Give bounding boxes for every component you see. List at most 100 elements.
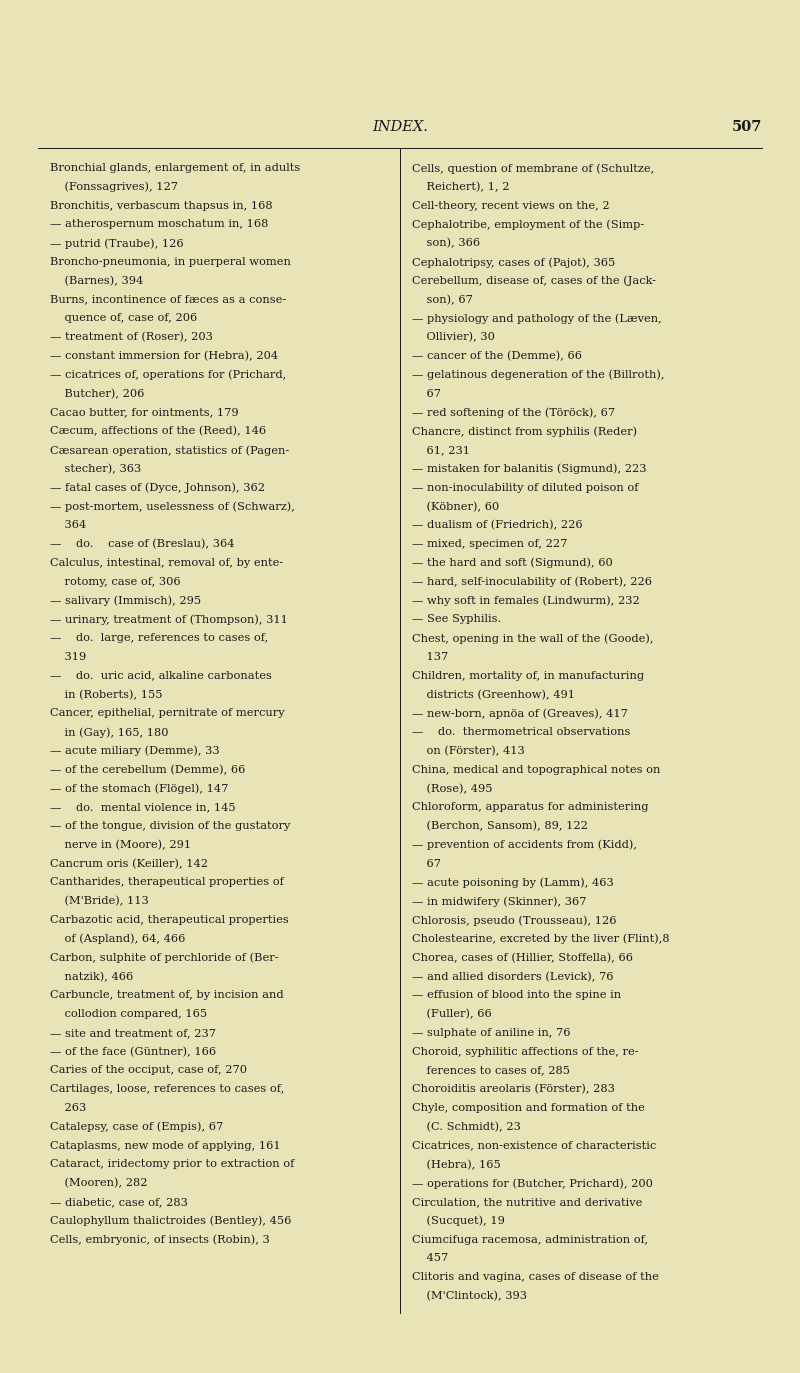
Text: stecher), 363: stecher), 363: [50, 464, 142, 474]
Text: — and allied disorders (Levick), 76: — and allied disorders (Levick), 76: [412, 972, 614, 982]
Text: — effusion of blood into the spine in: — effusion of blood into the spine in: [412, 990, 621, 1000]
Text: — putrid (Traube), 126: — putrid (Traube), 126: [50, 238, 184, 249]
Text: in (Gay), 165, 180: in (Gay), 165, 180: [50, 726, 169, 737]
Text: (Mooren), 282: (Mooren), 282: [50, 1178, 147, 1189]
Text: 61, 231: 61, 231: [412, 445, 470, 454]
Text: Cæsarean operation, statistics of (Pagen-: Cæsarean operation, statistics of (Pagen…: [50, 445, 290, 456]
Text: districts (Greenhow), 491: districts (Greenhow), 491: [412, 689, 575, 700]
Text: — site and treatment of, 237: — site and treatment of, 237: [50, 1028, 216, 1038]
Text: — hard, self-inoculability of (Robert), 226: — hard, self-inoculability of (Robert), …: [412, 577, 652, 588]
Text: Cantharides, therapeutical properties of: Cantharides, therapeutical properties of: [50, 877, 284, 887]
Text: — operations for (Butcher, Prichard), 200: — operations for (Butcher, Prichard), 20…: [412, 1178, 653, 1189]
Text: —    do.  mental violence in, 145: — do. mental violence in, 145: [50, 802, 236, 813]
Text: ferences to cases of, 285: ferences to cases of, 285: [412, 1065, 570, 1075]
Text: Chest, opening in the wall of the (Goode),: Chest, opening in the wall of the (Goode…: [412, 633, 654, 644]
Text: — new-born, apnöa of (Greaves), 417: — new-born, apnöa of (Greaves), 417: [412, 708, 628, 718]
Text: Cells, question of membrane of (Schultze,: Cells, question of membrane of (Schultze…: [412, 163, 654, 173]
Text: — of the face (Güntner), 166: — of the face (Güntner), 166: [50, 1046, 216, 1057]
Text: — in midwifery (Skinner), 367: — in midwifery (Skinner), 367: [412, 897, 586, 906]
Text: (Barnes), 394: (Barnes), 394: [50, 276, 143, 286]
Text: — cicatrices of, operations for (Prichard,: — cicatrices of, operations for (Prichar…: [50, 369, 286, 380]
Text: — why soft in females (Lindwurm), 232: — why soft in females (Lindwurm), 232: [412, 596, 640, 605]
Text: 319: 319: [50, 652, 86, 662]
Text: — mixed, specimen of, 227: — mixed, specimen of, 227: [412, 540, 567, 549]
Text: Cartilages, loose, references to cases of,: Cartilages, loose, references to cases o…: [50, 1085, 284, 1094]
Text: rotomy, case of, 306: rotomy, case of, 306: [50, 577, 181, 586]
Text: Reichert), 1, 2: Reichert), 1, 2: [412, 181, 510, 192]
Text: Chlorosis, pseudo (Trousseau), 126: Chlorosis, pseudo (Trousseau), 126: [412, 914, 617, 925]
Text: — post-mortem, uselessness of (Schwarz),: — post-mortem, uselessness of (Schwarz),: [50, 501, 295, 512]
Text: Cataract, iridectomy prior to extraction of: Cataract, iridectomy prior to extraction…: [50, 1159, 294, 1170]
Text: son), 366: son), 366: [412, 238, 480, 249]
Text: — prevention of accidents from (Kidd),: — prevention of accidents from (Kidd),: [412, 840, 637, 850]
Text: Carbazotic acid, therapeutical properties: Carbazotic acid, therapeutical propertie…: [50, 914, 289, 925]
Text: — physiology and pathology of the (Læven,: — physiology and pathology of the (Læven…: [412, 313, 662, 324]
Text: Cicatrices, non-existence of characteristic: Cicatrices, non-existence of characteris…: [412, 1141, 656, 1151]
Text: Broncho-pneumonia, in puerperal women: Broncho-pneumonia, in puerperal women: [50, 257, 291, 266]
Text: —    do.    case of (Breslau), 364: — do. case of (Breslau), 364: [50, 540, 234, 549]
Text: — salivary (Immisch), 295: — salivary (Immisch), 295: [50, 596, 201, 605]
Text: Cataplasms, new mode of applying, 161: Cataplasms, new mode of applying, 161: [50, 1141, 281, 1151]
Text: Catalepsy, case of (Empis), 67: Catalepsy, case of (Empis), 67: [50, 1122, 223, 1133]
Text: (Rose), 495: (Rose), 495: [412, 784, 493, 794]
Text: —    do.  large, references to cases of,: — do. large, references to cases of,: [50, 633, 268, 643]
Text: Burns, incontinence of fæces as a conse-: Burns, incontinence of fæces as a conse-: [50, 295, 286, 305]
Text: Cells, embryonic, of insects (Robin), 3: Cells, embryonic, of insects (Robin), 3: [50, 1234, 270, 1245]
Text: Calculus, intestinal, removal of, by ente-: Calculus, intestinal, removal of, by ent…: [50, 557, 283, 568]
Text: Chorea, cases of (Hillier, Stoffella), 66: Chorea, cases of (Hillier, Stoffella), 6…: [412, 953, 633, 962]
Text: Bronchitis, verbascum thapsus in, 168: Bronchitis, verbascum thapsus in, 168: [50, 200, 273, 210]
Text: 364: 364: [50, 520, 86, 530]
Text: on (Förster), 413: on (Förster), 413: [412, 746, 525, 757]
Text: — non-inoculability of diluted poison of: — non-inoculability of diluted poison of: [412, 482, 638, 493]
Text: in (Roberts), 155: in (Roberts), 155: [50, 689, 162, 700]
Text: — mistaken for balanitis (Sigmund), 223: — mistaken for balanitis (Sigmund), 223: [412, 464, 646, 474]
Text: — acute poisoning by (Lamm), 463: — acute poisoning by (Lamm), 463: [412, 877, 614, 888]
Text: 263: 263: [50, 1103, 86, 1114]
Text: — treatment of (Roser), 203: — treatment of (Roser), 203: [50, 332, 213, 342]
Text: — red softening of the (Töröck), 67: — red softening of the (Töröck), 67: [412, 408, 615, 417]
Text: Bronchial glands, enlargement of, in adults: Bronchial glands, enlargement of, in adu…: [50, 163, 300, 173]
Text: Cephalotripsy, cases of (Pajot), 365: Cephalotripsy, cases of (Pajot), 365: [412, 257, 615, 268]
Text: Choroid, syphilitic affections of the, re-: Choroid, syphilitic affections of the, r…: [412, 1046, 638, 1057]
Text: Chloroform, apparatus for administering: Chloroform, apparatus for administering: [412, 802, 649, 813]
Text: — the hard and soft (Sigmund), 60: — the hard and soft (Sigmund), 60: [412, 557, 613, 568]
Text: — fatal cases of (Dyce, Johnson), 362: — fatal cases of (Dyce, Johnson), 362: [50, 482, 265, 493]
Text: of (Aspland), 64, 466: of (Aspland), 64, 466: [50, 934, 186, 945]
Text: 137: 137: [412, 652, 448, 662]
Text: — acute miliary (Demme), 33: — acute miliary (Demme), 33: [50, 746, 220, 757]
Text: (Hebra), 165: (Hebra), 165: [412, 1159, 501, 1170]
Text: 507: 507: [732, 119, 762, 135]
Text: Carbuncle, treatment of, by incision and: Carbuncle, treatment of, by incision and: [50, 990, 284, 1000]
Text: — dualism of (Friedrich), 226: — dualism of (Friedrich), 226: [412, 520, 582, 530]
Text: Ciumcifuga racemosa, administration of,: Ciumcifuga racemosa, administration of,: [412, 1234, 648, 1244]
Text: 67: 67: [412, 858, 441, 869]
Text: — diabetic, case of, 283: — diabetic, case of, 283: [50, 1197, 188, 1207]
Text: Chancre, distinct from syphilis (Reder): Chancre, distinct from syphilis (Reder): [412, 426, 637, 437]
Text: Carbon, sulphite of perchloride of (Ber-: Carbon, sulphite of perchloride of (Ber-: [50, 953, 278, 964]
Text: 457: 457: [412, 1254, 448, 1263]
Text: (Berchon, Sansom), 89, 122: (Berchon, Sansom), 89, 122: [412, 821, 588, 831]
Text: — of the stomach (Flögel), 147: — of the stomach (Flögel), 147: [50, 784, 228, 794]
Text: son), 67: son), 67: [412, 295, 473, 305]
Text: Cephalotribe, employment of the (Simp-: Cephalotribe, employment of the (Simp-: [412, 220, 644, 229]
Text: natzik), 466: natzik), 466: [50, 972, 134, 982]
Text: Chyle, composition and formation of the: Chyle, composition and formation of the: [412, 1103, 645, 1114]
Text: collodion compared, 165: collodion compared, 165: [50, 1009, 207, 1019]
Text: —    do.  thermometrical observations: — do. thermometrical observations: [412, 726, 630, 737]
Text: (Fuller), 66: (Fuller), 66: [412, 1009, 492, 1019]
Text: — atherospernum moschatum in, 168: — atherospernum moschatum in, 168: [50, 220, 268, 229]
Text: (M'Clintock), 393: (M'Clintock), 393: [412, 1291, 527, 1302]
Text: — See Syphilis.: — See Syphilis.: [412, 614, 502, 625]
Text: — constant immersion for (Hebra), 204: — constant immersion for (Hebra), 204: [50, 351, 278, 361]
Text: 67: 67: [412, 389, 441, 398]
Text: Cancrum oris (Keiller), 142: Cancrum oris (Keiller), 142: [50, 858, 208, 869]
Text: (Fonssagrives), 127: (Fonssagrives), 127: [50, 181, 178, 192]
Text: (Köbner), 60: (Köbner), 60: [412, 501, 499, 512]
Text: Caries of the occiput, case of, 270: Caries of the occiput, case of, 270: [50, 1065, 247, 1075]
Text: Cell-theory, recent views on the, 2: Cell-theory, recent views on the, 2: [412, 200, 610, 210]
Text: Cerebellum, disease of, cases of the (Jack-: Cerebellum, disease of, cases of the (Ja…: [412, 276, 656, 287]
Text: Cancer, epithelial, pernitrate of mercury: Cancer, epithelial, pernitrate of mercur…: [50, 708, 285, 718]
Text: nerve in (Moore), 291: nerve in (Moore), 291: [50, 840, 191, 850]
Text: — of the tongue, division of the gustatory: — of the tongue, division of the gustato…: [50, 821, 290, 831]
Text: quence of, case of, 206: quence of, case of, 206: [50, 313, 198, 324]
